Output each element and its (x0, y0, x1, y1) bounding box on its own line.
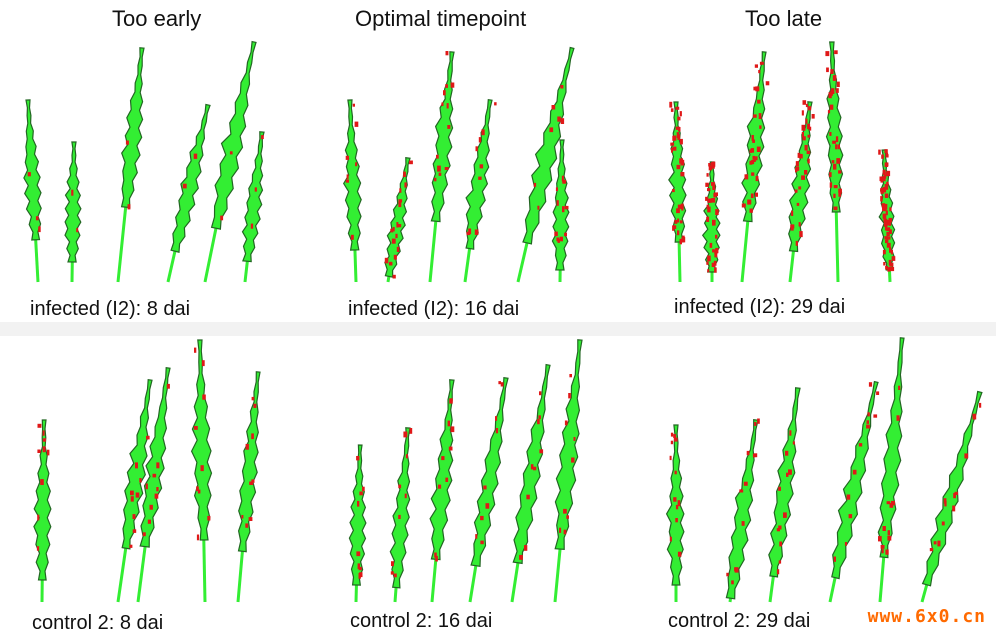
row-divider (0, 322, 996, 336)
header-optimal-timepoint: Optimal timepoint (355, 6, 527, 31)
caption-infected-16dai: infected (I2): 16 dai (348, 298, 520, 320)
caption-infected-8dai: infected (I2): 8 dai (30, 298, 191, 320)
caption-control-16dai: control 2: 16 dai (350, 610, 493, 632)
caption-control-29dai: control 2: 29 dai (668, 610, 811, 632)
header-too-late: Too late (745, 6, 823, 31)
caption-control-8dai: control 2: 8 dai (32, 612, 164, 634)
caption-infected-29dai: infected (I2): 29 dai (674, 296, 846, 318)
header-too-early: Too early (112, 6, 202, 31)
watermark-logo: www.6x0.cn (867, 606, 986, 627)
